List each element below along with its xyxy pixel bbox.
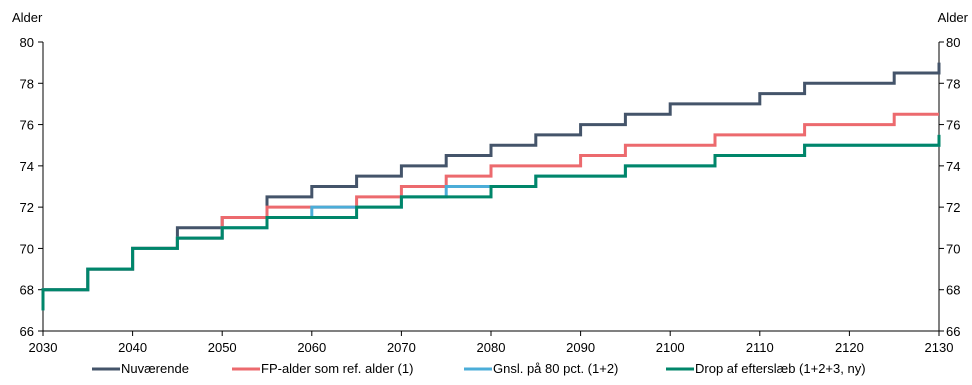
legend-item: Nuværende [92, 361, 189, 376]
y-tick-label-right: 70 [946, 241, 960, 256]
x-tick-label: 2050 [208, 340, 237, 355]
series-line-2 [41, 112, 939, 311]
x-tick-label: 2110 [746, 340, 774, 355]
axes: 66 66 68 68 70 70 72 72 74 74 76 76 78 78 80 80 2030 2040… [20, 35, 961, 355]
x-tick-label: 2070 [387, 340, 416, 355]
y-axis-label-right: Alder [938, 10, 969, 25]
x-tick-label: 2080 [477, 340, 506, 355]
y-tick-label-left: 74 [20, 159, 34, 174]
series-line-4 [41, 134, 941, 311]
y-tick-label-left: 68 [20, 283, 34, 298]
legend-item: FP-alder som ref. alder (1) [232, 361, 413, 376]
y-tick-label-left: 72 [20, 200, 34, 215]
y-tick-label-right: 80 [946, 35, 960, 50]
legend-item: Gnsl. på 80 pct. (1+2) [464, 361, 618, 376]
y-tick-label-left: 76 [20, 118, 34, 133]
legend-label: Nuværende [121, 361, 189, 376]
y-tick-label-right: 68 [946, 283, 960, 298]
y-tick-label-left: 80 [20, 35, 34, 50]
legend-label: FP-alder som ref. alder (1) [261, 361, 413, 376]
legend: Nuværende FP-alder som ref. alder (1) Gnsl… [92, 361, 866, 376]
y-tick-label-right: 66 [946, 324, 960, 339]
series-layer [41, 62, 941, 311]
legend-label: Gnsl. på 80 pct. (1+2) [493, 361, 618, 376]
y-tick-label-right: 76 [946, 118, 960, 133]
y-tick-label-right: 74 [946, 159, 960, 174]
x-tick-label: 2130 [925, 340, 954, 355]
series-line-3 [41, 134, 941, 311]
x-tick-label: 2030 [29, 340, 58, 355]
y-tick-label-left: 70 [20, 241, 34, 256]
y-tick-label-left: 78 [20, 76, 34, 91]
y-tick-label-right: 72 [946, 200, 960, 215]
y-tick-label-left: 66 [20, 324, 34, 339]
x-tick-label: 2090 [566, 340, 595, 355]
x-tick-label: 2120 [835, 340, 864, 355]
x-tick-label: 2040 [118, 340, 147, 355]
x-tick-label: 2060 [297, 340, 326, 355]
legend-item: Drop af efterslæb (1+2+3, ny) [666, 361, 866, 376]
y-tick-label-right: 78 [946, 76, 960, 91]
legend-label: Drop af efterslæb (1+2+3, ny) [695, 361, 866, 376]
x-tick-label: 2100 [656, 340, 685, 355]
y-axis-label-left: Alder [12, 10, 43, 25]
